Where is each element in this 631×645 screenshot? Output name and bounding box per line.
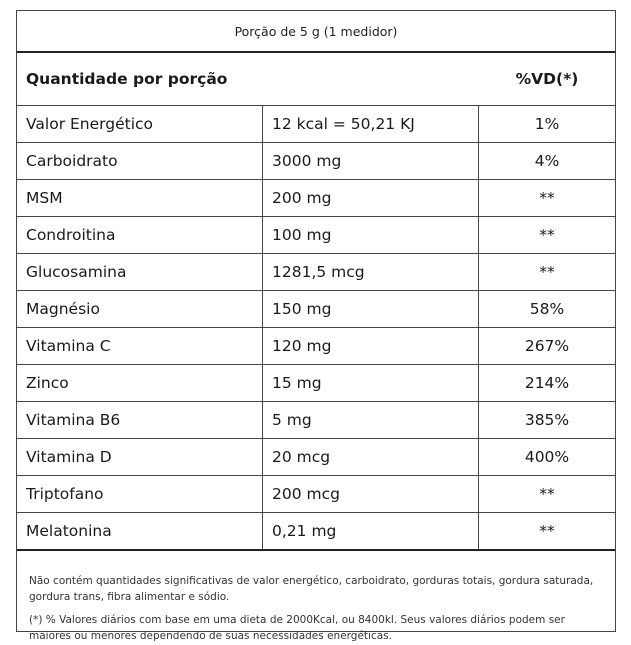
nutrient-daily-value: 4% (534, 152, 560, 170)
nutrient-name: Carboidrato (17, 143, 263, 179)
nutrient-amount: 200 mcg (263, 476, 479, 512)
table-header: Quantidade por porção %VD(*) (17, 53, 615, 106)
footnote-nutrients: Não contém quantidades significativas de… (29, 575, 594, 604)
table-row: Valor Energético 12 kcal = 50,21 KJ 1% (17, 106, 615, 143)
table-row: Carboidrato 3000 mg 4% (17, 143, 615, 180)
nutrient-daily-value: 1% (534, 115, 560, 133)
nutrient-amount: 15 mg (263, 365, 479, 401)
nutrient-daily-value: ** (539, 263, 555, 281)
footnote-daily-values: (*) % Valores diários com base em uma di… (29, 613, 565, 642)
nutrient-name: Melatonina (17, 513, 263, 549)
table-row: Triptofano 200 mcg ** (17, 476, 615, 513)
table-row: Glucosamina 1281,5 mcg ** (17, 254, 615, 291)
nutrient-amount: 120 mg (263, 328, 479, 364)
table-row: Magnésio 150 mg 58% (17, 291, 615, 328)
table-row: Vitamina D 20 mcg 400% (17, 439, 615, 476)
nutrient-name: Zinco (17, 365, 263, 401)
nutrient-name: Vitamina B6 (17, 402, 263, 438)
table-row: Vitamina B6 5 mg 385% (17, 402, 615, 439)
nutrition-table: Porção de 5 g (1 medidor) Quantidade por… (16, 10, 616, 642)
header-quantity: Quantidade por porção (26, 70, 228, 88)
table-row: Melatonina 0,21 mg ** (17, 513, 615, 551)
nutrient-amount: 5 mg (263, 402, 479, 438)
nutrient-name: Vitamina C (17, 328, 263, 364)
nutrient-name: Valor Energético (17, 106, 263, 142)
footnotes: Não contém quantidades significativas de… (17, 551, 615, 644)
nutrient-name: MSM (17, 180, 263, 216)
nutrient-daily-value: 385% (524, 411, 570, 429)
nutrient-amount: 150 mg (263, 291, 479, 327)
nutrient-name: Condroitina (17, 217, 263, 253)
nutrient-daily-value: 400% (524, 448, 570, 466)
nutrient-daily-value: ** (539, 485, 555, 503)
serving-size: Porção de 5 g (1 medidor) (17, 11, 615, 53)
nutrient-daily-value: ** (539, 226, 555, 244)
table-row: Vitamina C 120 mg 267% (17, 328, 615, 365)
nutrient-daily-value: 58% (529, 300, 565, 318)
nutrient-rows: Valor Energético 12 kcal = 50,21 KJ 1% Carb… (17, 106, 615, 551)
nutrient-name: Triptofano (17, 476, 263, 512)
nutrient-daily-value: 267% (524, 337, 570, 355)
header-daily-value: %VD(*) (515, 70, 579, 88)
nutrient-amount: 100 mg (263, 217, 479, 253)
nutrient-name: Vitamina D (17, 439, 263, 475)
table-row: Condroitina 100 mg ** (17, 217, 615, 254)
nutrient-amount: 12 kcal = 50,21 KJ (263, 106, 479, 142)
nutrient-amount: 3000 mg (263, 143, 479, 179)
nutrient-daily-value: 214% (524, 374, 570, 392)
nutrient-amount: 1281,5 mcg (263, 254, 479, 290)
table-row: Zinco 15 mg 214% (17, 365, 615, 402)
nutrient-daily-value: ** (539, 522, 555, 540)
nutrient-daily-value: ** (539, 189, 555, 207)
nutrient-amount: 20 mcg (263, 439, 479, 475)
nutrient-name: Glucosamina (17, 254, 263, 290)
nutrient-name: Magnésio (17, 291, 263, 327)
nutrient-amount: 0,21 mg (263, 513, 479, 549)
table-row: MSM 200 mg ** (17, 180, 615, 217)
nutrient-amount: 200 mg (263, 180, 479, 216)
